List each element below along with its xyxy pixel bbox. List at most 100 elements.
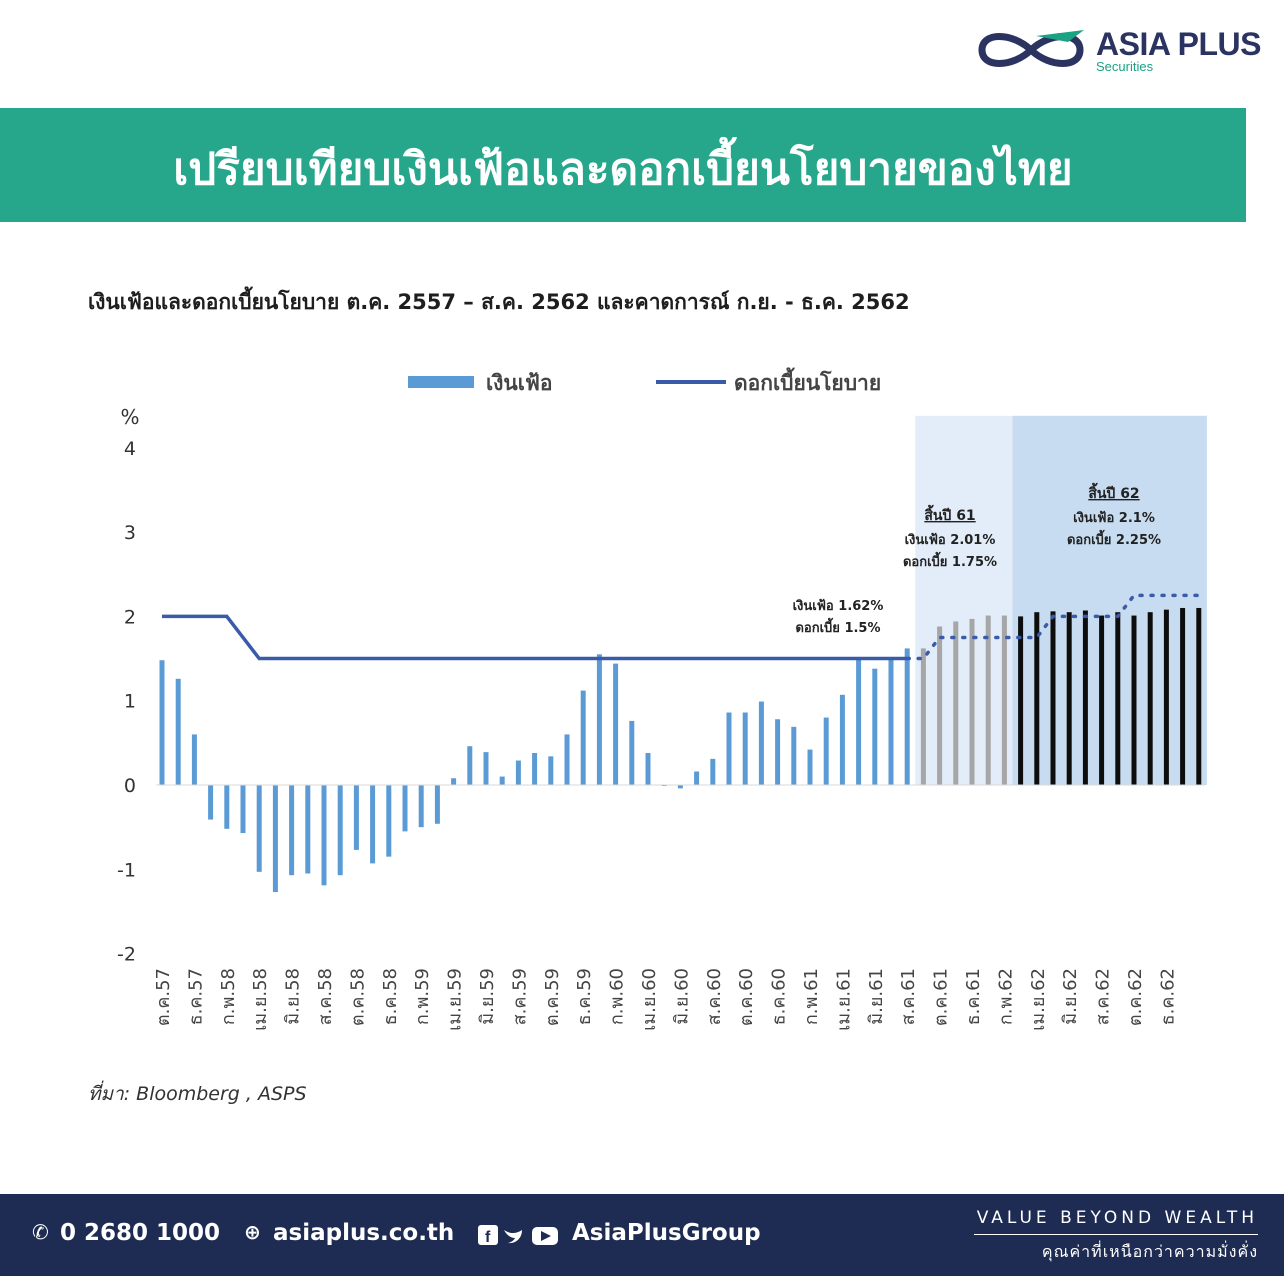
bar-inflation [1001,615,1007,785]
brand-sub: Securities [1096,59,1154,74]
page-title: เปรียบเทียบเงินเฟ้อและดอกเบี้ยนโยบายของไ… [173,144,1073,195]
x-tick-label: ต.ค.58 [347,968,368,1026]
bar-inflation [807,749,813,785]
bar-inflation [240,785,246,834]
legend-label-policy-rate: ดอกเบี้ยนโยบาย [734,367,881,395]
x-tick-label: มิ.ย.60 [671,968,692,1025]
y-tick-label: 1 [124,691,136,713]
x-tick-label: ส.ค.60 [704,968,725,1025]
bar-inflation [645,752,651,785]
bar-inflation [856,659,862,785]
infinity-logo-icon [978,30,1084,67]
bar-inflation [904,648,910,785]
forecast-region-2 [1012,415,1207,785]
bar-inflation [694,771,700,785]
line-policy-rate-forecast [905,593,1201,661]
legend-label-inflation: เงินเฟ้อ [486,371,552,395]
bar-inflation [985,615,991,785]
bar-inflation [1180,607,1186,785]
x-tick-label: ก.พ.59 [412,968,433,1025]
bar-inflation [791,726,797,785]
y-tick-label: 2 [124,606,136,628]
x-tick-label: เม.ย.61 [833,968,854,1031]
bar-inflation [532,752,538,785]
bar-inflation [613,663,619,785]
x-tick-label: เม.ย.60 [639,968,660,1031]
bar-inflation [1147,612,1153,785]
x-tick-label: ส.ค.62 [1093,968,1114,1025]
bar-inflation [564,734,570,785]
x-tick-label: เม.ย.58 [250,968,271,1031]
bar-inflation [872,668,878,785]
x-tick-label: ธ.ค.61 [963,968,984,1025]
annotation-text: เงินเฟ้อ 2.1% [1073,510,1155,526]
bar-inflation [823,717,829,785]
bar-inflation [515,760,521,785]
bar-inflation [256,785,262,872]
chart-title: เงินเฟ้อและดอกเบี้ยนโยบาย ต.ค. 2557 – ส.… [88,290,910,314]
bar-inflation [353,785,359,850]
bar-inflation [1018,616,1024,785]
bar-inflation [1131,615,1137,785]
x-tick-label: ส.ค.59 [509,968,530,1025]
bar-inflation [710,758,716,785]
annotation-text: ดอกเบี้ย 1.75% [903,551,997,570]
twitter-icon [504,1230,522,1244]
annotation-text: เงินเฟ้อ 1.62% [793,598,884,614]
forecast-region-1 [915,415,1013,785]
x-tick-label: ก.พ.61 [801,968,822,1025]
bar-inflation [629,720,635,785]
y-tick-label: 0 [124,775,136,797]
x-tick-label: ธ.ค.59 [574,968,595,1025]
globe-icon: ⊕ [244,1220,261,1244]
legend-swatch-inflation [408,376,474,388]
x-tick-label: ก.พ.58 [218,968,239,1025]
x-tick-label: ธ.ค.58 [380,968,401,1025]
bar-inflation [758,701,764,785]
annotation-heading: สิ้นปี 61 [924,504,976,524]
bar-inflation [726,712,732,785]
x-tick-label: มิ.ย.59 [477,968,498,1025]
x-tick-label: มิ.ย.58 [283,968,304,1025]
bar-inflation [467,746,473,785]
bar-inflation [969,618,975,785]
bar-inflation [548,756,554,785]
bar-inflation [208,785,214,820]
bar-inflation [775,719,781,785]
bar-inflation [289,785,295,876]
x-tick-label: ธ.ค.60 [769,968,790,1025]
bar-inflation [1163,609,1169,785]
footer-phone[interactable]: 0 2680 1000 [60,1220,221,1246]
bar-inflation [742,712,748,785]
bar-inflation [677,785,683,789]
source-note: ที่มา: Bloomberg , ASPS [88,1083,307,1105]
x-tick-label: ต.ค.57 [153,968,174,1026]
bar-inflation [418,785,424,828]
y-axis-unit: % [120,405,139,429]
bar-inflation [937,626,943,785]
bar-inflation [1050,611,1056,785]
x-tick-label: ต.ค.62 [1125,968,1146,1026]
x-tick-label: มิ.ย.62 [1060,968,1081,1025]
bar-inflation [839,694,845,785]
social-icons[interactable]: f [478,1224,560,1246]
annotation-text: เงินเฟ้อ 2.01% [905,532,996,548]
bar-inflation [499,776,505,785]
bar-inflation [1082,610,1088,785]
tagline-divider [974,1234,1258,1235]
y-tick-label: -1 [117,859,136,881]
bar-inflation [305,785,311,874]
x-tick-label: ส.ค.58 [315,968,336,1025]
tagline-th: คุณค่าที่เหนือกว่าความมั่งคั่ง [1041,1242,1258,1261]
footer-website[interactable]: asiaplus.co.th [273,1220,455,1246]
bar-inflation [434,785,440,824]
bar-inflation [483,752,489,785]
bar-inflation [1034,612,1040,785]
bar-inflation [1115,612,1121,785]
x-tick-label: ธ.ค.62 [1157,968,1178,1025]
bar-inflation [580,690,586,785]
footer-social[interactable]: AsiaPlusGroup [572,1220,761,1246]
annotation-heading: สิ้นปี 62 [1088,482,1140,502]
svg-text:f: f [485,1229,491,1246]
